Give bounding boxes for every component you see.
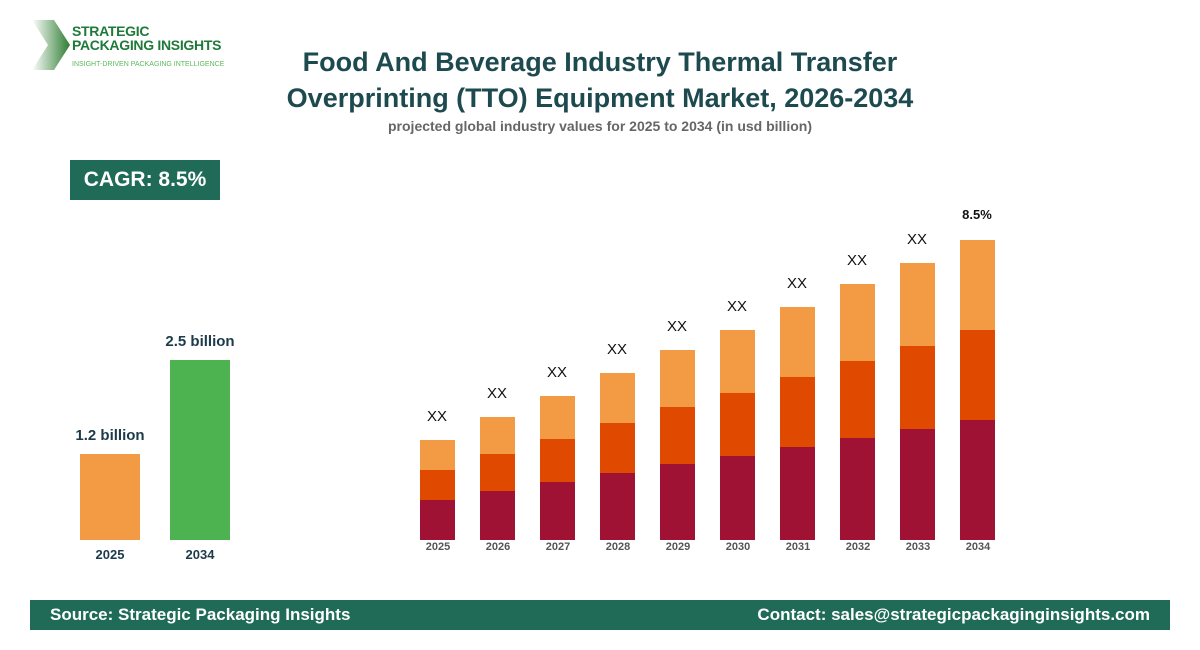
data-label: XX [546, 364, 567, 381]
bar-segment-2031-1 [780, 377, 815, 447]
bar-segment-2031-2 [780, 307, 815, 377]
data-label: XX [846, 252, 867, 269]
bar-segment-2029-1 [660, 407, 695, 464]
x-tick-label: 2034 [965, 541, 991, 553]
cagr-badge: CAGR: 8.5% [70, 160, 220, 200]
x-tick-label: 2027 [545, 541, 571, 553]
bar-segment-2025-2 [420, 440, 455, 470]
bar-label: 2.5 billion [165, 333, 235, 350]
bar-segment-2026-0 [480, 491, 515, 540]
data-label: XX [786, 275, 807, 292]
bar-segment-2029-0 [660, 464, 695, 540]
bar-segment-2026-1 [480, 454, 515, 491]
brand-tagline: INSIGHT-DRIVEN PACKAGING INTELLIGENCE [72, 61, 225, 68]
data-label: XX [906, 231, 927, 248]
bar-segment-2030-1 [720, 393, 755, 456]
bar-segment-2030-2 [720, 330, 755, 393]
bar-segment-2027-0 [540, 482, 575, 540]
x-tick-label: 2031 [785, 541, 811, 553]
x-tick-label: 2026 [485, 541, 511, 553]
x-tick-label: 2025 [425, 541, 451, 553]
x-tick-label: 2034 [185, 547, 215, 562]
x-tick-label: 2025 [95, 547, 125, 562]
bar-segment-2032-1 [840, 361, 875, 438]
bar-segment-2029-2 [660, 350, 695, 407]
chart-title: Food And Beverage Industry Thermal Trans… [286, 47, 914, 113]
bar-label: 1.2 billion [75, 426, 145, 444]
bar-segment-2034-2 [960, 240, 995, 330]
bar-segment-2033-1 [900, 346, 935, 429]
data-label: XX [486, 385, 507, 402]
contact-text: Contact: sales@strategicpackaginginsight… [757, 605, 1150, 624]
x-tick-label: 2030 [725, 541, 751, 553]
x-tick-label: 2032 [845, 541, 871, 553]
bar-segment-2026-2 [480, 417, 515, 454]
bar-segment-2025-1 [420, 470, 455, 500]
bar-segment-2032-2 [840, 284, 875, 361]
bar-segment-2027-1 [540, 439, 575, 482]
data-label: 8.5% [962, 207, 992, 222]
brand-name: STRATEGIC PACKAGING INSIGHTS [72, 23, 222, 53]
bar-segment-2028-1 [600, 423, 635, 473]
data-label: XX [726, 298, 747, 315]
bar-segment-2033-2 [900, 263, 935, 346]
source-text: Source: Strategic Packaging Insights [50, 605, 351, 624]
x-tick-label: 2028 [605, 541, 631, 553]
data-label: XX [426, 408, 447, 425]
data-label: XX [666, 318, 687, 335]
bar-segment-2034-1 [960, 330, 995, 420]
bar-segment-2028-0 [600, 473, 635, 540]
bar-2025 [80, 453, 140, 540]
bar-segment-2030-0 [720, 456, 755, 540]
bar-segment-2028-2 [600, 373, 635, 423]
bar-segment-2032-0 [840, 438, 875, 540]
footer: Source: Strategic Packaging Insights Con… [30, 600, 1170, 630]
bar-segment-2034-0 [960, 420, 995, 540]
x-tick-label: 2029 [665, 541, 691, 553]
bar-2034 [170, 360, 230, 540]
bar-segment-2025-0 [420, 500, 455, 540]
bar-segment-2031-0 [780, 447, 815, 540]
x-tick-label: 2033 [905, 541, 931, 553]
bar-segment-2027-2 [540, 396, 575, 439]
data-label: XX [606, 341, 627, 358]
logo-chevron-icon [32, 20, 70, 70]
bar-segment-2033-0 [900, 429, 935, 540]
chart-subtitle: projected global industry values for 202… [388, 118, 812, 134]
